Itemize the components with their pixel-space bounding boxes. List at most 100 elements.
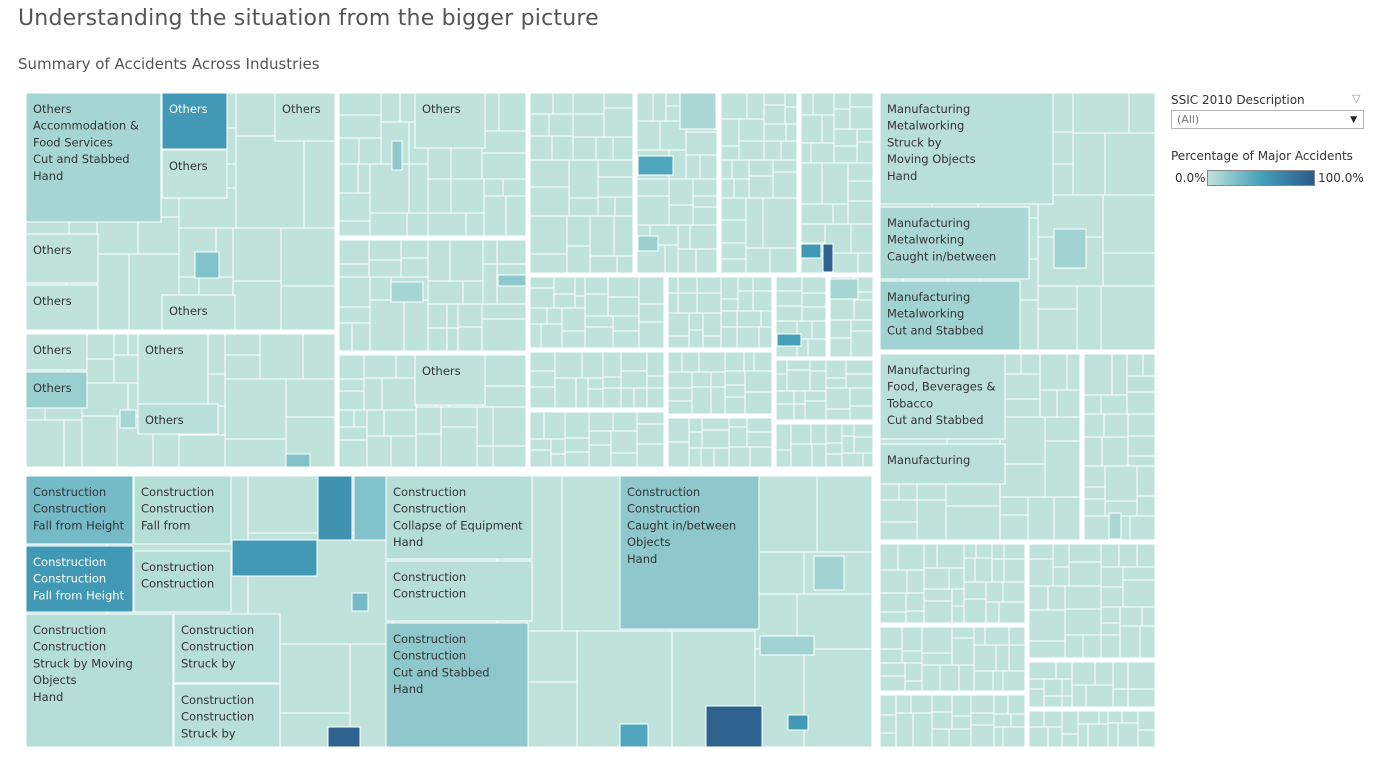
treemap-cell[interactable] — [505, 195, 527, 237]
ssic-filter-dropdown[interactable]: (All) ▼ — [1171, 110, 1364, 129]
treemap-cell[interactable] — [1098, 710, 1109, 725]
treemap-cell[interactable] — [833, 108, 851, 130]
treemap-cell[interactable] — [603, 107, 634, 138]
treemap-cell[interactable] — [1052, 543, 1070, 568]
treemap-cell-labeled[interactable] — [879, 206, 1030, 280]
treemap-cell[interactable] — [492, 406, 527, 447]
treemap-cell-highlight[interactable] — [829, 278, 859, 300]
treemap-cell[interactable] — [786, 359, 811, 371]
treemap-cell[interactable] — [481, 303, 527, 320]
treemap-cell[interactable] — [403, 299, 429, 352]
treemap-cell[interactable] — [1039, 389, 1058, 418]
treemap-cell[interactable] — [807, 338, 827, 358]
treemap-cell[interactable] — [612, 136, 634, 161]
treemap-cell-highlight[interactable] — [619, 723, 649, 748]
treemap-cell-labeled[interactable] — [25, 333, 88, 371]
treemap-cell[interactable] — [338, 114, 382, 139]
treemap-cell[interactable] — [427, 178, 452, 214]
treemap-cell[interactable] — [720, 326, 738, 349]
treemap-cell[interactable] — [584, 293, 609, 317]
treemap-cell-highlight[interactable] — [759, 635, 815, 656]
treemap-cell[interactable] — [636, 443, 665, 468]
treemap-cell[interactable] — [338, 276, 371, 308]
treemap-cell[interactable] — [825, 387, 851, 410]
treemap-cell[interactable] — [406, 212, 429, 237]
treemap-cell[interactable] — [775, 320, 798, 336]
treemap-cell[interactable] — [1053, 496, 1081, 541]
treemap-cell[interactable] — [338, 378, 365, 392]
treemap-cell[interactable] — [879, 499, 918, 523]
treemap-cell-labeled[interactable] — [133, 550, 232, 613]
treemap-cell-highlight[interactable] — [351, 592, 369, 612]
treemap-cell[interactable] — [793, 403, 806, 421]
treemap-cell[interactable] — [574, 276, 586, 297]
treemap-cell[interactable] — [754, 551, 805, 595]
treemap-cell[interactable] — [999, 496, 1029, 516]
treemap-cell[interactable] — [612, 411, 638, 432]
treemap-cell[interactable] — [667, 400, 693, 415]
treemap-cell[interactable] — [224, 378, 287, 440]
treemap-cell[interactable] — [951, 605, 965, 624]
treemap-cell[interactable] — [1127, 435, 1156, 457]
treemap-cell[interactable] — [415, 406, 442, 435]
treemap-cell[interactable] — [496, 239, 527, 265]
treemap-cell[interactable] — [973, 626, 986, 646]
treemap-cell[interactable] — [446, 303, 459, 329]
treemap-cell[interactable] — [948, 567, 965, 590]
treemap-cell[interactable] — [450, 178, 485, 214]
treemap-cell-labeled[interactable] — [25, 92, 162, 223]
treemap-cell[interactable] — [552, 92, 574, 115]
treemap-cell[interactable] — [879, 521, 918, 541]
treemap-cell[interactable] — [613, 215, 634, 257]
treemap-cell[interactable] — [620, 351, 648, 372]
treemap-cell[interactable] — [800, 162, 823, 205]
treemap-cell[interactable] — [529, 276, 555, 289]
treemap-cell[interactable] — [772, 171, 798, 199]
treemap-cell[interactable] — [614, 196, 634, 217]
treemap-cell[interactable] — [589, 215, 615, 257]
treemap-cell-labeled[interactable] — [879, 92, 1054, 205]
treemap-cell[interactable] — [804, 400, 827, 421]
treemap-cell[interactable] — [746, 92, 765, 120]
treemap-cell[interactable] — [564, 437, 590, 453]
treemap-cell[interactable] — [113, 354, 139, 384]
treemap-cell[interactable] — [1008, 626, 1026, 646]
treemap-cell[interactable] — [113, 333, 129, 356]
treemap-cell[interactable] — [1127, 661, 1156, 690]
treemap-cell[interactable] — [775, 305, 803, 322]
treemap-cell[interactable] — [427, 239, 451, 282]
treemap-cell-highlight[interactable] — [194, 251, 220, 279]
treemap-cell[interactable] — [338, 322, 353, 352]
treemap-cell[interactable] — [695, 248, 718, 274]
treemap-cell[interactable] — [554, 377, 577, 409]
treemap-cell[interactable] — [616, 255, 634, 274]
treemap-cell[interactable] — [152, 429, 180, 468]
treemap-cell[interactable] — [845, 359, 874, 375]
treemap-cell[interactable] — [681, 351, 700, 373]
treemap-cell[interactable] — [958, 664, 975, 692]
treemap-cell[interactable] — [793, 390, 806, 405]
treemap-cell[interactable] — [993, 694, 1009, 715]
filter-icon[interactable]: ▽ — [1352, 92, 1361, 105]
treemap-cell[interactable] — [1077, 710, 1100, 725]
treemap-cell-labeled[interactable] — [25, 475, 134, 545]
treemap-cell[interactable] — [564, 411, 590, 439]
treemap-cell[interactable] — [736, 310, 762, 328]
treemap-cell[interactable] — [816, 475, 873, 553]
treemap-cell[interactable] — [636, 195, 670, 226]
treemap-cell[interactable] — [363, 354, 397, 379]
treemap-cell[interactable] — [338, 163, 359, 194]
treemap-cell[interactable] — [702, 312, 722, 337]
treemap-cell-labeled[interactable] — [414, 92, 486, 149]
treemap-cell[interactable] — [999, 463, 1046, 498]
treemap-cell[interactable] — [529, 370, 556, 388]
treemap-cell[interactable] — [728, 426, 748, 448]
treemap-cell[interactable] — [285, 378, 336, 418]
treemap-cell[interactable] — [692, 178, 718, 197]
treemap-cell[interactable] — [529, 135, 553, 161]
treemap-cell[interactable] — [607, 296, 640, 317]
treemap-cell[interactable] — [1044, 440, 1081, 498]
treemap-cell[interactable] — [338, 354, 365, 380]
treemap-cell[interactable] — [879, 675, 906, 692]
treemap-cell[interactable] — [1044, 416, 1081, 442]
